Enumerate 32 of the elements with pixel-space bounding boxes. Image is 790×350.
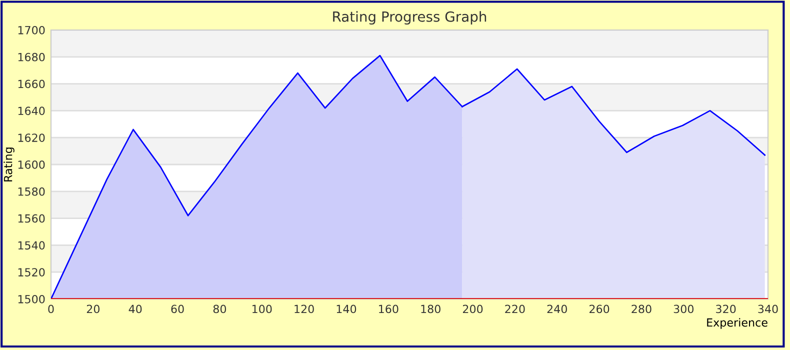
x-tick-label: 100 [252, 304, 272, 314]
x-tick-label: 220 [505, 304, 525, 314]
x-tick-label: 140 [336, 304, 356, 314]
y-tick-label: 1580 [18, 187, 45, 196]
x-tick-label: 260 [590, 304, 610, 314]
x-tick-label: 0 [48, 304, 54, 314]
chart-title: Rating Progress Graph [333, 11, 486, 25]
x-tick-label: 20 [86, 304, 100, 314]
y-tick-label: 1620 [18, 134, 45, 142]
y-tick-label: 1520 [18, 268, 45, 276]
x-tick-label: 180 [421, 304, 440, 314]
y-tick-label: 1680 [18, 52, 45, 62]
x-tick-label: 120 [294, 304, 314, 314]
x-tick-label: 60 [171, 304, 184, 314]
x-tick-label: 300 [674, 304, 694, 314]
y-tick-label: 1500 [18, 294, 45, 304]
y-axis-title: Rating [4, 148, 14, 182]
x-axis-title: Experience [707, 318, 768, 329]
y-tick-label: 1700 [18, 26, 45, 34]
x-tick-label: 160 [379, 304, 398, 314]
x-tick-label: 40 [128, 304, 142, 314]
y-tick-label: 1540 [18, 241, 45, 250]
x-tick-label: 80 [213, 304, 226, 314]
x-tick-label: 200 [462, 304, 483, 314]
x-tick-label: 280 [632, 304, 652, 314]
y-tick-label: 1640 [18, 106, 45, 116]
x-tick-label: 240 [547, 304, 567, 314]
y-tick-label: 1560 [18, 214, 45, 223]
y-tick-label: 1600 [18, 160, 45, 169]
x-tick-label: 340 [758, 304, 778, 314]
x-tick-label: 320 [716, 304, 736, 314]
y-tick-label: 1660 [18, 80, 45, 88]
